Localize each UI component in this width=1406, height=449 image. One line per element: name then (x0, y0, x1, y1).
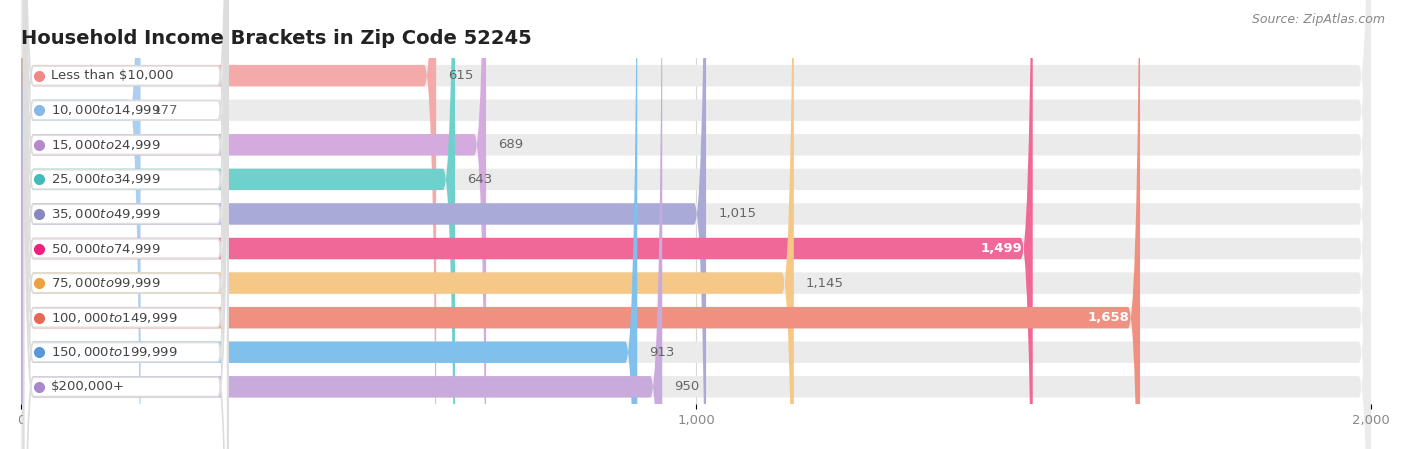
Text: 615: 615 (449, 69, 474, 82)
FancyBboxPatch shape (21, 0, 637, 449)
FancyBboxPatch shape (21, 0, 436, 449)
Text: $50,000 to $74,999: $50,000 to $74,999 (51, 242, 160, 255)
Text: $150,000 to $199,999: $150,000 to $199,999 (51, 345, 177, 359)
FancyBboxPatch shape (21, 0, 706, 449)
FancyBboxPatch shape (21, 0, 1371, 449)
Text: 1,658: 1,658 (1088, 311, 1130, 324)
FancyBboxPatch shape (24, 0, 228, 449)
FancyBboxPatch shape (21, 0, 1371, 449)
Text: 643: 643 (467, 173, 492, 186)
Text: 689: 689 (498, 138, 523, 151)
FancyBboxPatch shape (24, 0, 228, 449)
Text: $25,000 to $34,999: $25,000 to $34,999 (51, 172, 160, 186)
Text: 950: 950 (675, 380, 700, 393)
Text: 1,499: 1,499 (981, 242, 1022, 255)
Text: $75,000 to $99,999: $75,000 to $99,999 (51, 276, 160, 290)
FancyBboxPatch shape (24, 0, 228, 449)
FancyBboxPatch shape (21, 0, 141, 449)
FancyBboxPatch shape (21, 0, 486, 449)
FancyBboxPatch shape (24, 0, 228, 449)
Text: $15,000 to $24,999: $15,000 to $24,999 (51, 138, 160, 152)
Text: Less than $10,000: Less than $10,000 (51, 69, 173, 82)
FancyBboxPatch shape (24, 0, 228, 449)
FancyBboxPatch shape (24, 0, 228, 449)
FancyBboxPatch shape (24, 0, 228, 449)
FancyBboxPatch shape (21, 0, 1371, 449)
FancyBboxPatch shape (21, 0, 1371, 449)
Text: 1,145: 1,145 (806, 277, 844, 290)
Text: $10,000 to $14,999: $10,000 to $14,999 (51, 103, 160, 117)
FancyBboxPatch shape (21, 0, 1371, 449)
Text: $100,000 to $149,999: $100,000 to $149,999 (51, 311, 177, 325)
FancyBboxPatch shape (21, 0, 456, 449)
Text: 1,015: 1,015 (718, 207, 756, 220)
FancyBboxPatch shape (21, 0, 1140, 449)
Text: 913: 913 (650, 346, 675, 359)
FancyBboxPatch shape (21, 0, 662, 449)
Text: $200,000+: $200,000+ (51, 380, 125, 393)
FancyBboxPatch shape (24, 0, 228, 449)
FancyBboxPatch shape (21, 0, 1371, 449)
FancyBboxPatch shape (21, 0, 1033, 449)
FancyBboxPatch shape (21, 0, 1371, 449)
FancyBboxPatch shape (24, 0, 228, 449)
FancyBboxPatch shape (21, 0, 794, 449)
Text: 177: 177 (153, 104, 179, 117)
FancyBboxPatch shape (21, 0, 1371, 449)
Text: $35,000 to $49,999: $35,000 to $49,999 (51, 207, 160, 221)
Text: Household Income Brackets in Zip Code 52245: Household Income Brackets in Zip Code 52… (21, 30, 531, 48)
FancyBboxPatch shape (21, 0, 1371, 449)
FancyBboxPatch shape (24, 0, 228, 449)
FancyBboxPatch shape (21, 0, 1371, 449)
Text: Source: ZipAtlas.com: Source: ZipAtlas.com (1251, 13, 1385, 26)
